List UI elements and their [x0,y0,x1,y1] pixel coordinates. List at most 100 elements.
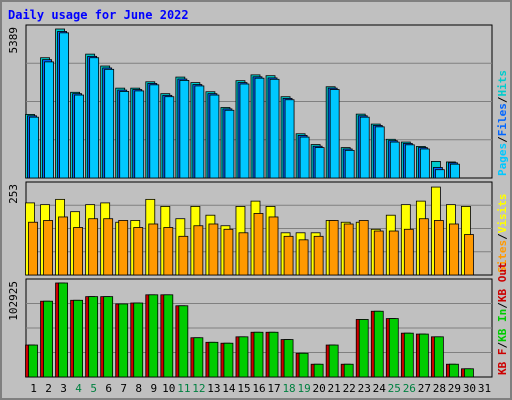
bar-hits-pages-day-10 [164,96,175,179]
bar-kbytes-kb-in-day-4 [73,299,84,378]
x-tick-day-23: 23 [358,382,371,395]
bar-visits-sites-day-18 [283,235,294,276]
panel-visits-legend: Sites/Visits [496,194,509,274]
bar-visits-sites-day-21 [328,220,339,276]
bar-visits-sites-day-13 [208,223,219,276]
bar-kbytes-kb-in-day-11 [178,305,189,378]
bar-hits-pages-day-22 [344,149,355,179]
bar-kbytes-kb-in-day-26 [403,332,414,378]
bar-hits-pages-day-4 [74,94,85,179]
x-tick-day-7: 7 [120,382,127,395]
bar-visits-sites-day-2 [43,220,53,276]
bar-hits-pages-day-19 [299,136,310,179]
bar-kbytes-kb-in-day-24 [373,310,384,378]
bar-visits-sites-day-19 [298,239,309,276]
x-tick-day-10: 10 [162,382,175,395]
x-tick-day-31: 31 [478,382,491,395]
panel-kbytes-legend: KB F/KB In/KB Out [496,262,509,375]
bar-visits-sites-day-20 [313,235,324,276]
x-tick-day-11: 11 [177,382,190,395]
bar-hits-pages-day-25 [389,141,400,179]
bar-kbytes-kb-in-day-29 [449,363,459,378]
bar-visits-sites-day-15 [238,232,249,276]
bar-kbytes-kb-in-day-30 [464,368,474,378]
bar-kbytes-kb-in-day-21 [328,344,339,378]
bar-visits-sites-day-17 [268,216,279,276]
bar-hits-pages-day-26 [404,144,415,179]
bar-hits-pages-day-15 [239,83,250,179]
bar-hits-pages-day-8 [134,90,145,179]
bar-hits-pages-day-17 [269,78,280,179]
panel-hits-ymax-label: 5389 [7,27,20,54]
x-tick-day-4: 4 [75,382,82,395]
bar-kbytes-kb-in-day-13 [208,341,219,378]
chart-title: Daily usage for June 2022 [8,8,189,22]
bar-hits-pages-day-24 [374,126,385,179]
bar-visits-sites-day-8 [133,227,144,276]
x-tick-day-27: 27 [418,382,431,395]
x-tick-day-20: 20 [313,382,326,395]
x-tick-day-22: 22 [343,382,356,395]
bar-kbytes-kb-in-day-5 [88,296,99,378]
bar-hits-pages-day-1 [29,116,39,179]
bar-visits-sites-day-14 [223,228,234,276]
bar-kbytes-kb-in-day-28 [433,336,444,378]
bar-hits-pages-day-20 [314,147,325,179]
bar-kbytes-kb-in-day-2 [43,300,53,378]
x-tick-day-25: 25 [388,382,401,395]
bar-visits-sites-day-25 [388,230,399,276]
bar-kbytes-kb-in-day-27 [418,333,429,378]
bar-hits-pages-day-21 [329,89,340,179]
bar-hits-pages-day-23 [359,116,370,179]
x-tick-day-28: 28 [433,382,446,395]
bar-hits-pages-day-13 [209,94,220,179]
bar-kbytes-kb-in-day-23 [358,319,369,378]
bar-kbytes-kb-in-day-12 [193,337,204,378]
bar-visits-sites-day-7 [118,220,129,276]
bar-kbytes-kb-in-day-14 [223,342,234,378]
bar-visits-sites-day-28 [433,220,444,276]
bar-hits-pages-day-16 [254,77,265,179]
bar-visits-sites-day-22 [343,223,354,276]
bar-visits-sites-day-11 [178,235,189,276]
x-tick-day-24: 24 [373,382,387,395]
bar-visits-sites-day-26 [403,228,414,276]
legend-entry-pages: Pages [496,143,509,176]
bar-hits-pages-day-14 [224,109,235,179]
bar-hits-pages-day-29 [450,163,460,179]
bar-kbytes-kb-in-day-25 [388,318,399,378]
bar-visits-sites-day-3 [58,216,68,276]
x-tick-day-21: 21 [328,382,341,395]
bar-hits-pages-day-7 [119,91,130,179]
bar-visits-sites-day-27 [418,218,429,276]
bar-hits-pages-day-2 [44,61,54,179]
bar-hits-pages-day-18 [284,99,295,179]
bar-hits-pages-day-28 [434,169,445,179]
panel-kbytes-ymax-label: 102925 [7,281,20,321]
x-tick-day-29: 29 [448,382,461,395]
bar-visits-sites-day-5 [88,218,99,276]
x-tick-day-26: 26 [403,382,416,395]
bar-visits-sites-day-16 [253,213,264,276]
bar-hits-pages-day-9 [149,84,160,179]
bar-visits-sites-day-1 [28,221,38,276]
bar-kbytes-kb-in-day-20 [313,363,324,378]
bar-hits-pages-day-12 [194,85,205,179]
x-tick-day-18: 18 [282,382,295,395]
bar-hits-pages-day-11 [179,79,190,179]
bar-kbytes-kb-in-day-17 [268,331,279,378]
legend-entry-kb-out: KB Out [496,262,509,302]
panel-visits-ymax-label: 253 [7,184,20,204]
x-tick-day-5: 5 [90,382,97,395]
bar-visits-sites-day-9 [148,223,159,276]
bar-kbytes-kb-in-day-15 [238,336,249,378]
bar-kbytes-kb-in-day-9 [148,294,159,378]
bar-visits-sites-day-29 [449,223,459,276]
bar-visits-sites-day-10 [163,227,174,276]
x-tick-day-12: 12 [192,382,205,395]
legend-entry-visits: Visits [496,194,509,234]
x-tick-day-2: 2 [45,382,52,395]
bar-kbytes-kb-in-day-8 [133,302,144,378]
x-tick-day-1: 1 [30,382,37,395]
